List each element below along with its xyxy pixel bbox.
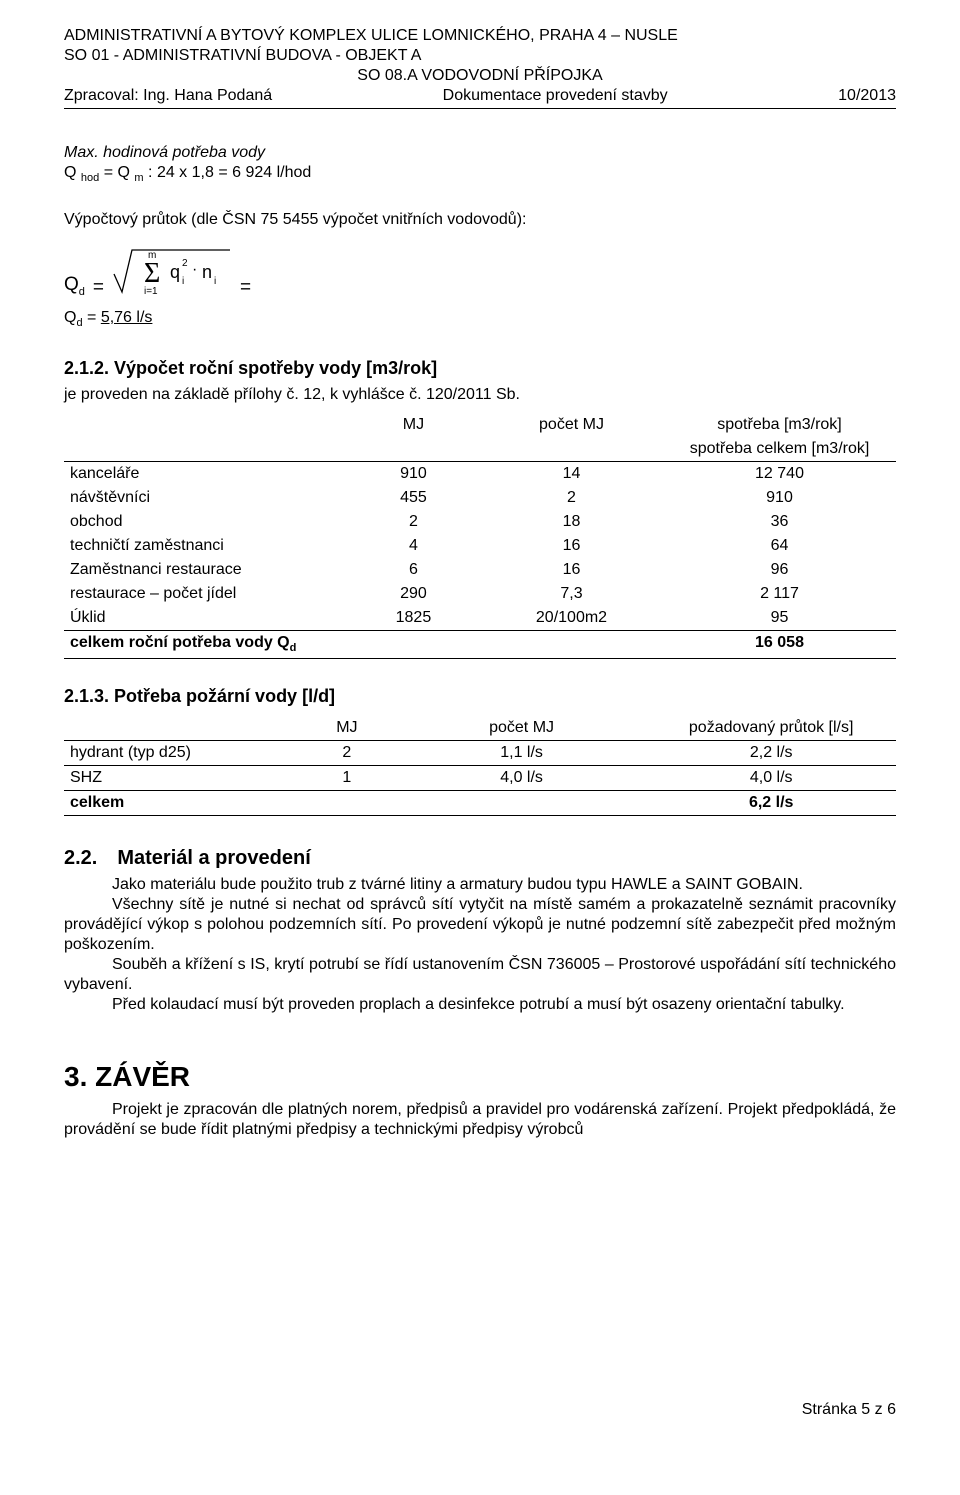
- header-doc-type: Dokumentace provedení stavby: [443, 86, 668, 106]
- t2-r1c3: 4,0 l/s: [646, 765, 896, 790]
- header-date: 10/2013: [838, 86, 896, 106]
- q-sub-m: m: [134, 172, 143, 184]
- qd-value: 5,76 l/s: [101, 309, 153, 326]
- heading-2-2: 2.2. Materiál a provedení: [64, 846, 896, 871]
- svg-text:i: i: [214, 276, 216, 287]
- t2-r1c1: 1: [297, 765, 397, 790]
- t1-r3c1: 4: [347, 534, 480, 558]
- svg-text:i=1: i=1: [144, 286, 158, 297]
- svg-text:2: 2: [182, 258, 188, 269]
- t1-r0c3: 12 740: [663, 462, 896, 487]
- t2-h2: MJ: [297, 716, 397, 741]
- t1-h2: MJ: [347, 413, 480, 437]
- qd-result-line: Qd = 5,76 l/s: [64, 308, 896, 331]
- t1-r4c1: 6: [347, 558, 480, 582]
- svg-text:·: ·: [192, 261, 197, 278]
- t2-total-label: celkem: [64, 790, 646, 815]
- svg-text:m: m: [148, 250, 156, 261]
- page-footer: Stránka 5 z 6: [64, 1400, 896, 1420]
- header-line-1: ADMINISTRATIVNÍ A BYTOVÝ KOMPLEX ULICE L…: [64, 26, 896, 46]
- formula-Qd-symbol: Qd: [64, 273, 85, 300]
- t2-r0c0: hydrant (typ d25): [64, 740, 297, 765]
- p-2-2-2: Všechny sítě je nutné si nechat od správ…: [64, 895, 896, 955]
- t1-r2c3: 36: [663, 510, 896, 534]
- qd-equals: =: [83, 309, 101, 326]
- t1-r4c2: 16: [480, 558, 663, 582]
- svg-text:q: q: [170, 262, 180, 282]
- t1-r0c2: 14: [480, 462, 663, 487]
- t1-r3c2: 16: [480, 534, 663, 558]
- t2-r1c0: SHZ: [64, 765, 297, 790]
- t1-r6c2: 20/100m2: [480, 606, 663, 631]
- t1-r6c0: Úklid: [64, 606, 347, 631]
- t1-r6c3: 95: [663, 606, 896, 631]
- t1-r3c3: 64: [663, 534, 896, 558]
- t1-r2c1: 2: [347, 510, 480, 534]
- q-sub-hod: hod: [81, 172, 99, 184]
- formula-equals-2: =: [240, 276, 251, 300]
- max-hourly-title: Max. hodinová potřeba vody: [64, 143, 896, 163]
- t1-r5c3: 2 117: [663, 582, 896, 606]
- t1-r2c0: obchod: [64, 510, 347, 534]
- t2-h3: počet MJ: [397, 716, 647, 741]
- t1-r1c0: návštěvníci: [64, 486, 347, 510]
- t1-r0c1: 910: [347, 462, 480, 487]
- table-fire-water: MJ počet MJ požadovaný průtok [l/s] hydr…: [64, 716, 896, 816]
- t2-r0c3: 2,2 l/s: [646, 740, 896, 765]
- q-symbol-2: Q: [118, 164, 130, 181]
- t1-h3: počet MJ: [480, 413, 663, 437]
- vypoctovy-prutok-line: Výpočtový průtok (dle ČSN 75 5455 výpoče…: [64, 210, 896, 230]
- t1-r3c0: techničtí zaměstnanci: [64, 534, 347, 558]
- t1-r1c2: 2: [480, 486, 663, 510]
- equals-1: =: [104, 164, 118, 181]
- t1-r4c0: Zaměstnanci restaurace: [64, 558, 347, 582]
- q-hod-line: Q hod = Q m : 24 x 1,8 = 6 924 l/hod: [64, 163, 896, 186]
- t1-r4c3: 96: [663, 558, 896, 582]
- q-symbol: Q: [64, 164, 76, 181]
- t1-r5c0: restaurace – počet jídel: [64, 582, 347, 606]
- t1-total-val: 16 058: [663, 631, 896, 659]
- t1-r6c1: 1825: [347, 606, 480, 631]
- header-line-2: SO 01 - ADMINISTRATIVNÍ BUDOVA - OBJEKT …: [64, 46, 896, 66]
- svg-text:n: n: [202, 262, 212, 282]
- svg-text:i: i: [182, 276, 184, 287]
- t1-h4b: spotřeba celkem [m3/rok]: [663, 437, 896, 462]
- t2-total-val: 6,2 l/s: [646, 790, 896, 815]
- t2-r0c2: 1,1 l/s: [397, 740, 647, 765]
- t2-h1: [64, 716, 297, 741]
- intro-2-1-2: je proveden na základě přílohy č. 12, k …: [64, 385, 896, 405]
- t1-r1c3: 910: [663, 486, 896, 510]
- t2-r0c1: 2: [297, 740, 397, 765]
- t1-r1c1: 455: [347, 486, 480, 510]
- table-annual-consumption: MJ počet MJ spotřeba [m3/rok] spotřeba c…: [64, 413, 896, 659]
- heading-2-1-3: 2.1.3. Potřeba požární vody [l/d]: [64, 685, 896, 708]
- t1-r2c2: 18: [480, 510, 663, 534]
- svg-text:Σ: Σ: [144, 258, 160, 289]
- heading-2-1-2: 2.1.2. Výpočet roční spotřeby vody [m3/r…: [64, 357, 896, 380]
- t2-r1c2: 4,0 l/s: [397, 765, 647, 790]
- t1-h4: spotřeba [m3/rok]: [663, 413, 896, 437]
- qd-symbol: Q: [64, 309, 76, 326]
- t1-total-label: celkem roční potřeba vody Qd: [64, 631, 663, 659]
- t1-h1: [64, 413, 347, 437]
- formula-root-sum: Σ m i=1 q 2 i · n i: [112, 244, 232, 300]
- t1-r5c2: 7,3: [480, 582, 663, 606]
- t2-h4: požadovaný průtok [l/s]: [646, 716, 896, 741]
- p-2-2-1: Jako materiálu bude použito trub z tvárn…: [64, 875, 896, 895]
- t1-r0c0: kanceláře: [64, 462, 347, 487]
- heading-3: 3. ZÁVĚR: [64, 1059, 896, 1094]
- p-3-1: Projekt je zpracován dle platných norem,…: [64, 1100, 896, 1140]
- header-author: Zpracoval: Ing. Hana Podaná: [64, 86, 272, 106]
- page-header: ADMINISTRATIVNÍ A BYTOVÝ KOMPLEX ULICE L…: [64, 26, 896, 109]
- p-2-2-4: Před kolaudací musí být proveden proplac…: [64, 995, 896, 1015]
- t1-r5c1: 290: [347, 582, 480, 606]
- p-2-2-3: Souběh a křížení s IS, krytí potrubí se …: [64, 955, 896, 995]
- q-calc-text: : 24 x 1,8 = 6 924 l/hod: [148, 164, 311, 181]
- header-line-3: SO 08.A VODOVODNÍ PŘÍPOJKA: [64, 66, 896, 86]
- formula-qd: Qd = Σ m i=1 q 2 i · n i =: [64, 244, 896, 300]
- formula-equals-1: =: [93, 276, 104, 300]
